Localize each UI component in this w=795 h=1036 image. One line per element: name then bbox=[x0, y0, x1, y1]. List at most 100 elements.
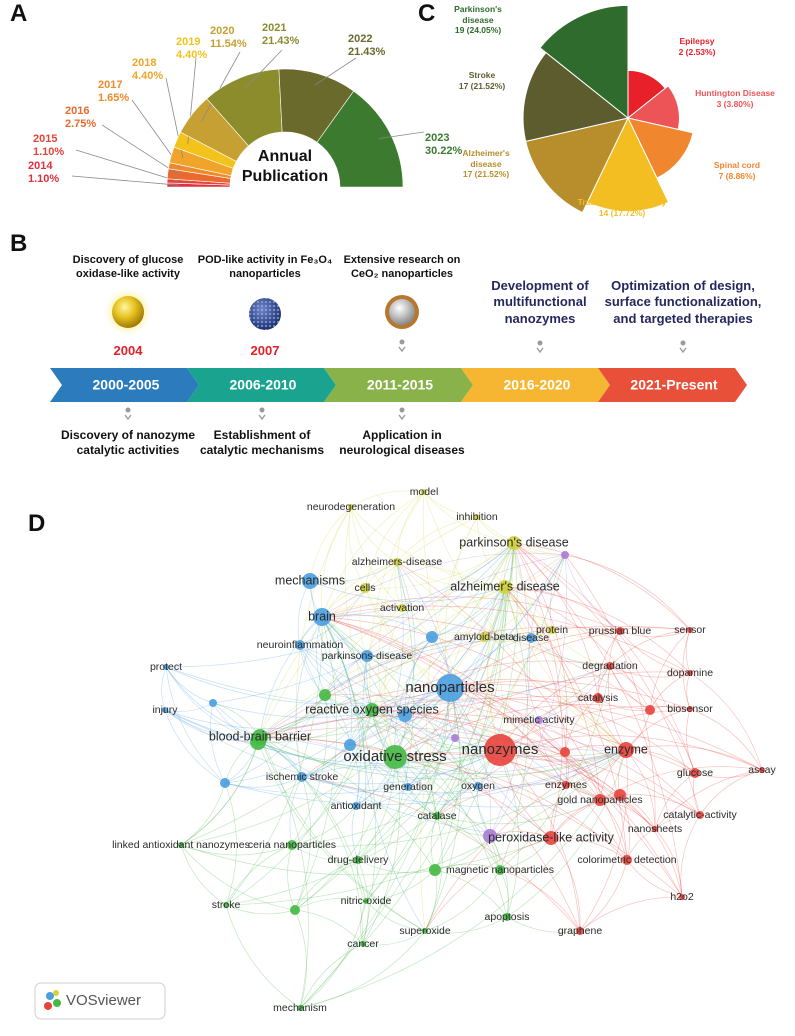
edge bbox=[430, 815, 438, 871]
edge bbox=[362, 655, 426, 932]
edge bbox=[257, 741, 501, 769]
edge bbox=[291, 749, 501, 846]
category-label: 2019 bbox=[176, 36, 200, 48]
leader-line bbox=[101, 124, 180, 176]
edge bbox=[259, 736, 367, 902]
edge bbox=[165, 542, 515, 668]
fe3o4-icon-dots bbox=[249, 298, 281, 330]
edge bbox=[609, 665, 696, 774]
node-label: disease bbox=[513, 632, 549, 644]
edge bbox=[165, 666, 259, 743]
edge bbox=[371, 709, 581, 932]
edge bbox=[321, 596, 621, 632]
value-label: 4.40% bbox=[176, 49, 207, 61]
node-label: antioxidant bbox=[331, 800, 382, 812]
edge bbox=[549, 554, 566, 631]
edge bbox=[504, 586, 628, 861]
watermark-icon bbox=[46, 992, 54, 1000]
value-label: 3 (3.80%) bbox=[716, 98, 754, 109]
edge bbox=[371, 680, 691, 711]
network-node bbox=[503, 913, 511, 921]
edge bbox=[513, 542, 553, 631]
edge bbox=[180, 542, 515, 846]
edge bbox=[625, 749, 656, 830]
edge bbox=[321, 616, 627, 751]
node-label: alzheimer's disease bbox=[450, 579, 559, 593]
edge bbox=[321, 616, 683, 898]
edge bbox=[225, 904, 296, 915]
edge bbox=[225, 904, 301, 1009]
network-node bbox=[594, 794, 606, 806]
network-node bbox=[295, 640, 305, 650]
node-label: nitric-oxide bbox=[341, 895, 392, 907]
node-label: linked antioxidant nanozymes bbox=[112, 839, 250, 851]
edge bbox=[449, 687, 552, 839]
edge bbox=[449, 687, 701, 816]
edge bbox=[436, 799, 601, 825]
edge bbox=[476, 516, 506, 588]
edge bbox=[564, 554, 691, 631]
category-label: Stroke bbox=[468, 70, 496, 80]
edge bbox=[321, 616, 373, 711]
edge bbox=[424, 815, 443, 932]
node-label: catalytic-activity bbox=[663, 809, 737, 821]
node-label: ischemic stroke bbox=[266, 771, 339, 783]
network-node bbox=[593, 693, 603, 703]
network-node bbox=[622, 855, 632, 865]
network-node bbox=[484, 734, 516, 766]
event-text: Optimization of design, surface function… bbox=[604, 278, 762, 326]
edge bbox=[449, 687, 683, 898]
edge bbox=[289, 776, 303, 846]
edge bbox=[259, 636, 485, 738]
node-label: activation bbox=[380, 602, 425, 614]
category-label: Spinal cord bbox=[713, 160, 761, 170]
edge bbox=[362, 930, 426, 946]
edge bbox=[538, 665, 611, 721]
network-node bbox=[319, 689, 331, 701]
node-label: enzyme bbox=[604, 742, 648, 756]
edge bbox=[649, 629, 691, 711]
network-node bbox=[606, 662, 614, 670]
event-text: Discovery of nanozyme catalytic activiti… bbox=[60, 428, 196, 457]
edge bbox=[513, 542, 696, 774]
edge bbox=[321, 615, 651, 711]
edge bbox=[371, 542, 515, 711]
node-label: protein bbox=[536, 624, 568, 636]
edge bbox=[513, 542, 691, 631]
edge bbox=[396, 516, 478, 563]
timeline-period bbox=[50, 368, 199, 402]
edge bbox=[259, 736, 309, 1009]
edge bbox=[499, 705, 691, 751]
edge bbox=[686, 672, 691, 710]
edge bbox=[434, 869, 508, 918]
node-label: alzheimers-disease bbox=[352, 556, 443, 568]
value-label: 7 (8.86%) bbox=[718, 170, 756, 181]
pin bbox=[259, 407, 265, 413]
edge bbox=[689, 708, 763, 771]
value-label: 2 (2.53%) bbox=[678, 46, 716, 57]
pin-arrow bbox=[536, 347, 544, 354]
edge bbox=[436, 815, 501, 871]
panel-label: B bbox=[10, 230, 28, 257]
network-node bbox=[616, 627, 624, 635]
edge bbox=[294, 616, 337, 911]
edge bbox=[259, 736, 436, 871]
edge bbox=[489, 554, 568, 837]
edge bbox=[321, 616, 361, 807]
watermark-box bbox=[34, 982, 166, 1020]
leader-line bbox=[314, 57, 357, 86]
edge bbox=[423, 491, 515, 544]
edge bbox=[301, 709, 373, 778]
network-node bbox=[562, 781, 570, 789]
edge bbox=[364, 587, 451, 689]
edge bbox=[161, 666, 167, 711]
pin bbox=[537, 340, 543, 346]
edge bbox=[538, 719, 567, 786]
rose-segment bbox=[627, 117, 694, 179]
edge bbox=[365, 542, 515, 902]
edge bbox=[431, 586, 506, 638]
value-label: 19 (24.05%) bbox=[454, 25, 502, 36]
category-label: 2018 bbox=[132, 57, 156, 69]
network-node bbox=[302, 573, 318, 589]
node-label: glucose bbox=[677, 767, 713, 779]
